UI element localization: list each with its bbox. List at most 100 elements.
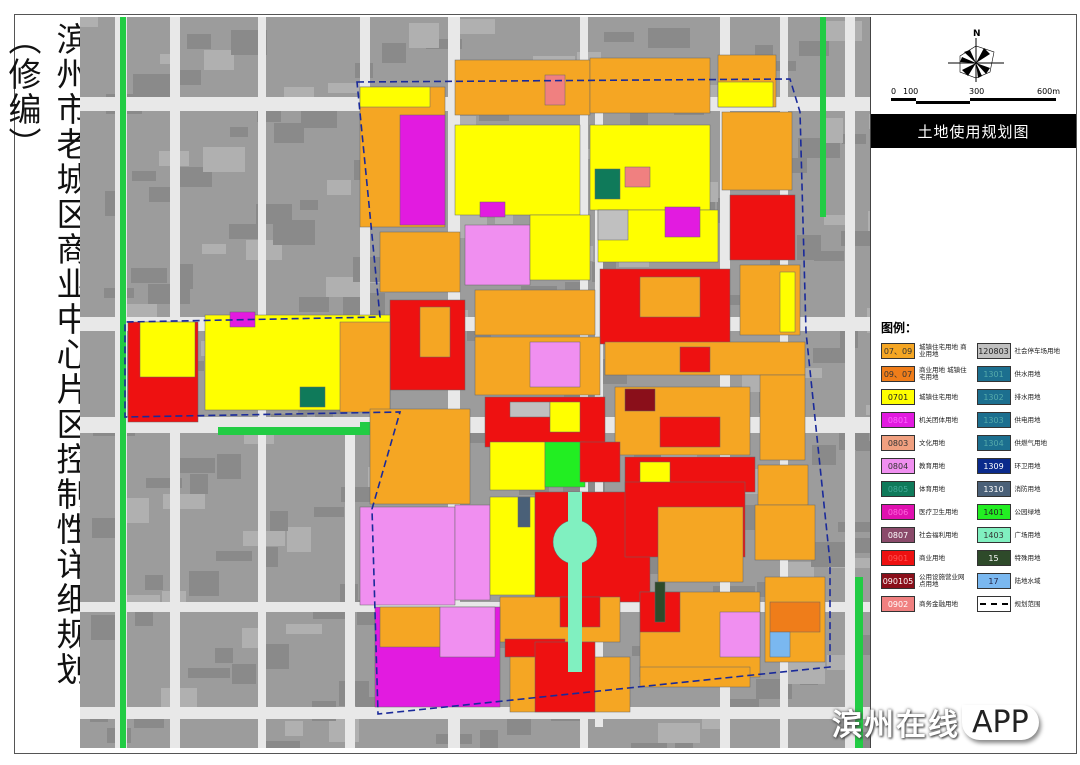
legend-panel: N 0 100 300 600m 土地使用规划图 图例： 07、09 城镇住宅用地… [870, 17, 1076, 748]
building [270, 511, 288, 531]
land-parcel [579, 441, 621, 483]
legend-swatch: 1403 [976, 527, 1011, 543]
building [230, 127, 248, 137]
land-parcel [454, 124, 581, 216]
land-parcel [597, 209, 629, 241]
legend-item: 0805 体育用地 [881, 480, 971, 498]
watermark-text: 滨州在线 [832, 708, 960, 743]
road [720, 17, 730, 748]
legend-swatch: 0701 [881, 389, 915, 405]
building [866, 405, 870, 415]
building [648, 28, 690, 48]
building [273, 220, 315, 245]
legend-swatch: 1303 [976, 412, 1011, 428]
land-parcel [339, 321, 391, 413]
map-frame [14, 14, 1077, 754]
watermark-app: APP [962, 704, 1039, 740]
legend-label: 机关团体用地 [919, 415, 958, 424]
building [813, 348, 855, 363]
building [173, 458, 215, 473]
building [229, 224, 259, 239]
legend-swatch: 07、09 [881, 343, 915, 359]
land-parcel [769, 631, 791, 658]
road [845, 17, 855, 748]
legend-item: 07、09 城镇住宅用地 商业用地 [881, 342, 971, 360]
building [177, 70, 201, 85]
legend-label: 特殊用地 [1014, 553, 1041, 562]
legend-swatch: 0803 [881, 435, 915, 451]
road [345, 432, 355, 748]
land-parcel [657, 506, 744, 583]
land-parcel [369, 408, 471, 505]
land-parcel [759, 374, 806, 461]
legend-label: 文化用地 [919, 438, 945, 447]
land-parcel [529, 214, 591, 281]
building [131, 268, 167, 283]
legend-label: 商业用地 城镇住宅用地 [919, 366, 967, 381]
land-parcel [399, 114, 446, 226]
legend-item: 0806 医疗卫生用地 [881, 503, 971, 521]
legend-item: 17 陆地水域 [976, 572, 1067, 590]
road [80, 707, 870, 719]
building [121, 304, 157, 319]
land-parcel [509, 401, 551, 418]
legend-label: 社会福利用地 [919, 530, 958, 539]
legend-label: 城镇住宅用地 商业用地 [919, 343, 967, 358]
building [869, 114, 870, 129]
land-parcel [299, 386, 326, 408]
land-parcel [721, 111, 793, 191]
land-parcel [474, 289, 596, 336]
land-parcel [757, 464, 809, 506]
land-parcel [379, 606, 441, 648]
building [203, 147, 245, 172]
land-parcel [719, 611, 761, 658]
legend-item: 1310 消防用地 [976, 480, 1067, 498]
building [274, 123, 304, 143]
legend-swatch: 1304 [976, 435, 1011, 451]
legend-swatch: 0901 [881, 550, 915, 566]
scale-label: 0 [891, 87, 897, 96]
legend-label: 商务金融用地 [919, 599, 958, 608]
land-parcel [679, 346, 711, 373]
legend-item: 09、07 商业用地 城镇住宅用地 [881, 365, 971, 383]
legend-item: 1401 公园绿地 [976, 503, 1067, 521]
legend-heading: 图例： [881, 321, 918, 335]
building [163, 494, 205, 509]
legend-label: 社会停车场用地 [1014, 346, 1061, 355]
building [868, 211, 870, 231]
building [190, 474, 208, 494]
building [409, 23, 439, 48]
title-column: 滨州市老城区商业中心片区控制性详细规划（修编） [3, 22, 90, 742]
building [202, 244, 226, 254]
building [300, 200, 318, 210]
legend-swatch: 0806 [881, 504, 915, 520]
building [382, 43, 406, 63]
building [299, 297, 329, 312]
land-parcel [717, 81, 774, 108]
legend-label: 公园绿地 [1014, 507, 1041, 516]
building [826, 21, 862, 41]
land-parcel [779, 271, 796, 333]
land-parcel [769, 601, 821, 633]
building [702, 719, 726, 729]
building [797, 235, 821, 260]
land-parcel [589, 57, 711, 114]
land-parcel [464, 224, 531, 286]
legend-swatch: 0804 [881, 458, 915, 474]
legend-label: 城镇住宅用地 [919, 392, 958, 401]
legend-item: 1309 环卫用地 [976, 457, 1067, 475]
building [287, 527, 311, 552]
building [133, 74, 175, 99]
building [217, 454, 241, 479]
legend: 图例： 07、09 城镇住宅用地 商业用地 120803 社会停车场用地 09、07 商业… [881, 319, 1066, 613]
land-parcel [544, 74, 566, 106]
land-parcel [544, 441, 586, 488]
building [783, 659, 825, 684]
building [658, 723, 700, 743]
legend-label: 教育用地 [919, 461, 945, 470]
building [145, 575, 163, 590]
building [480, 730, 498, 748]
building [146, 478, 182, 488]
building [216, 551, 252, 561]
land-parcel [454, 504, 491, 601]
